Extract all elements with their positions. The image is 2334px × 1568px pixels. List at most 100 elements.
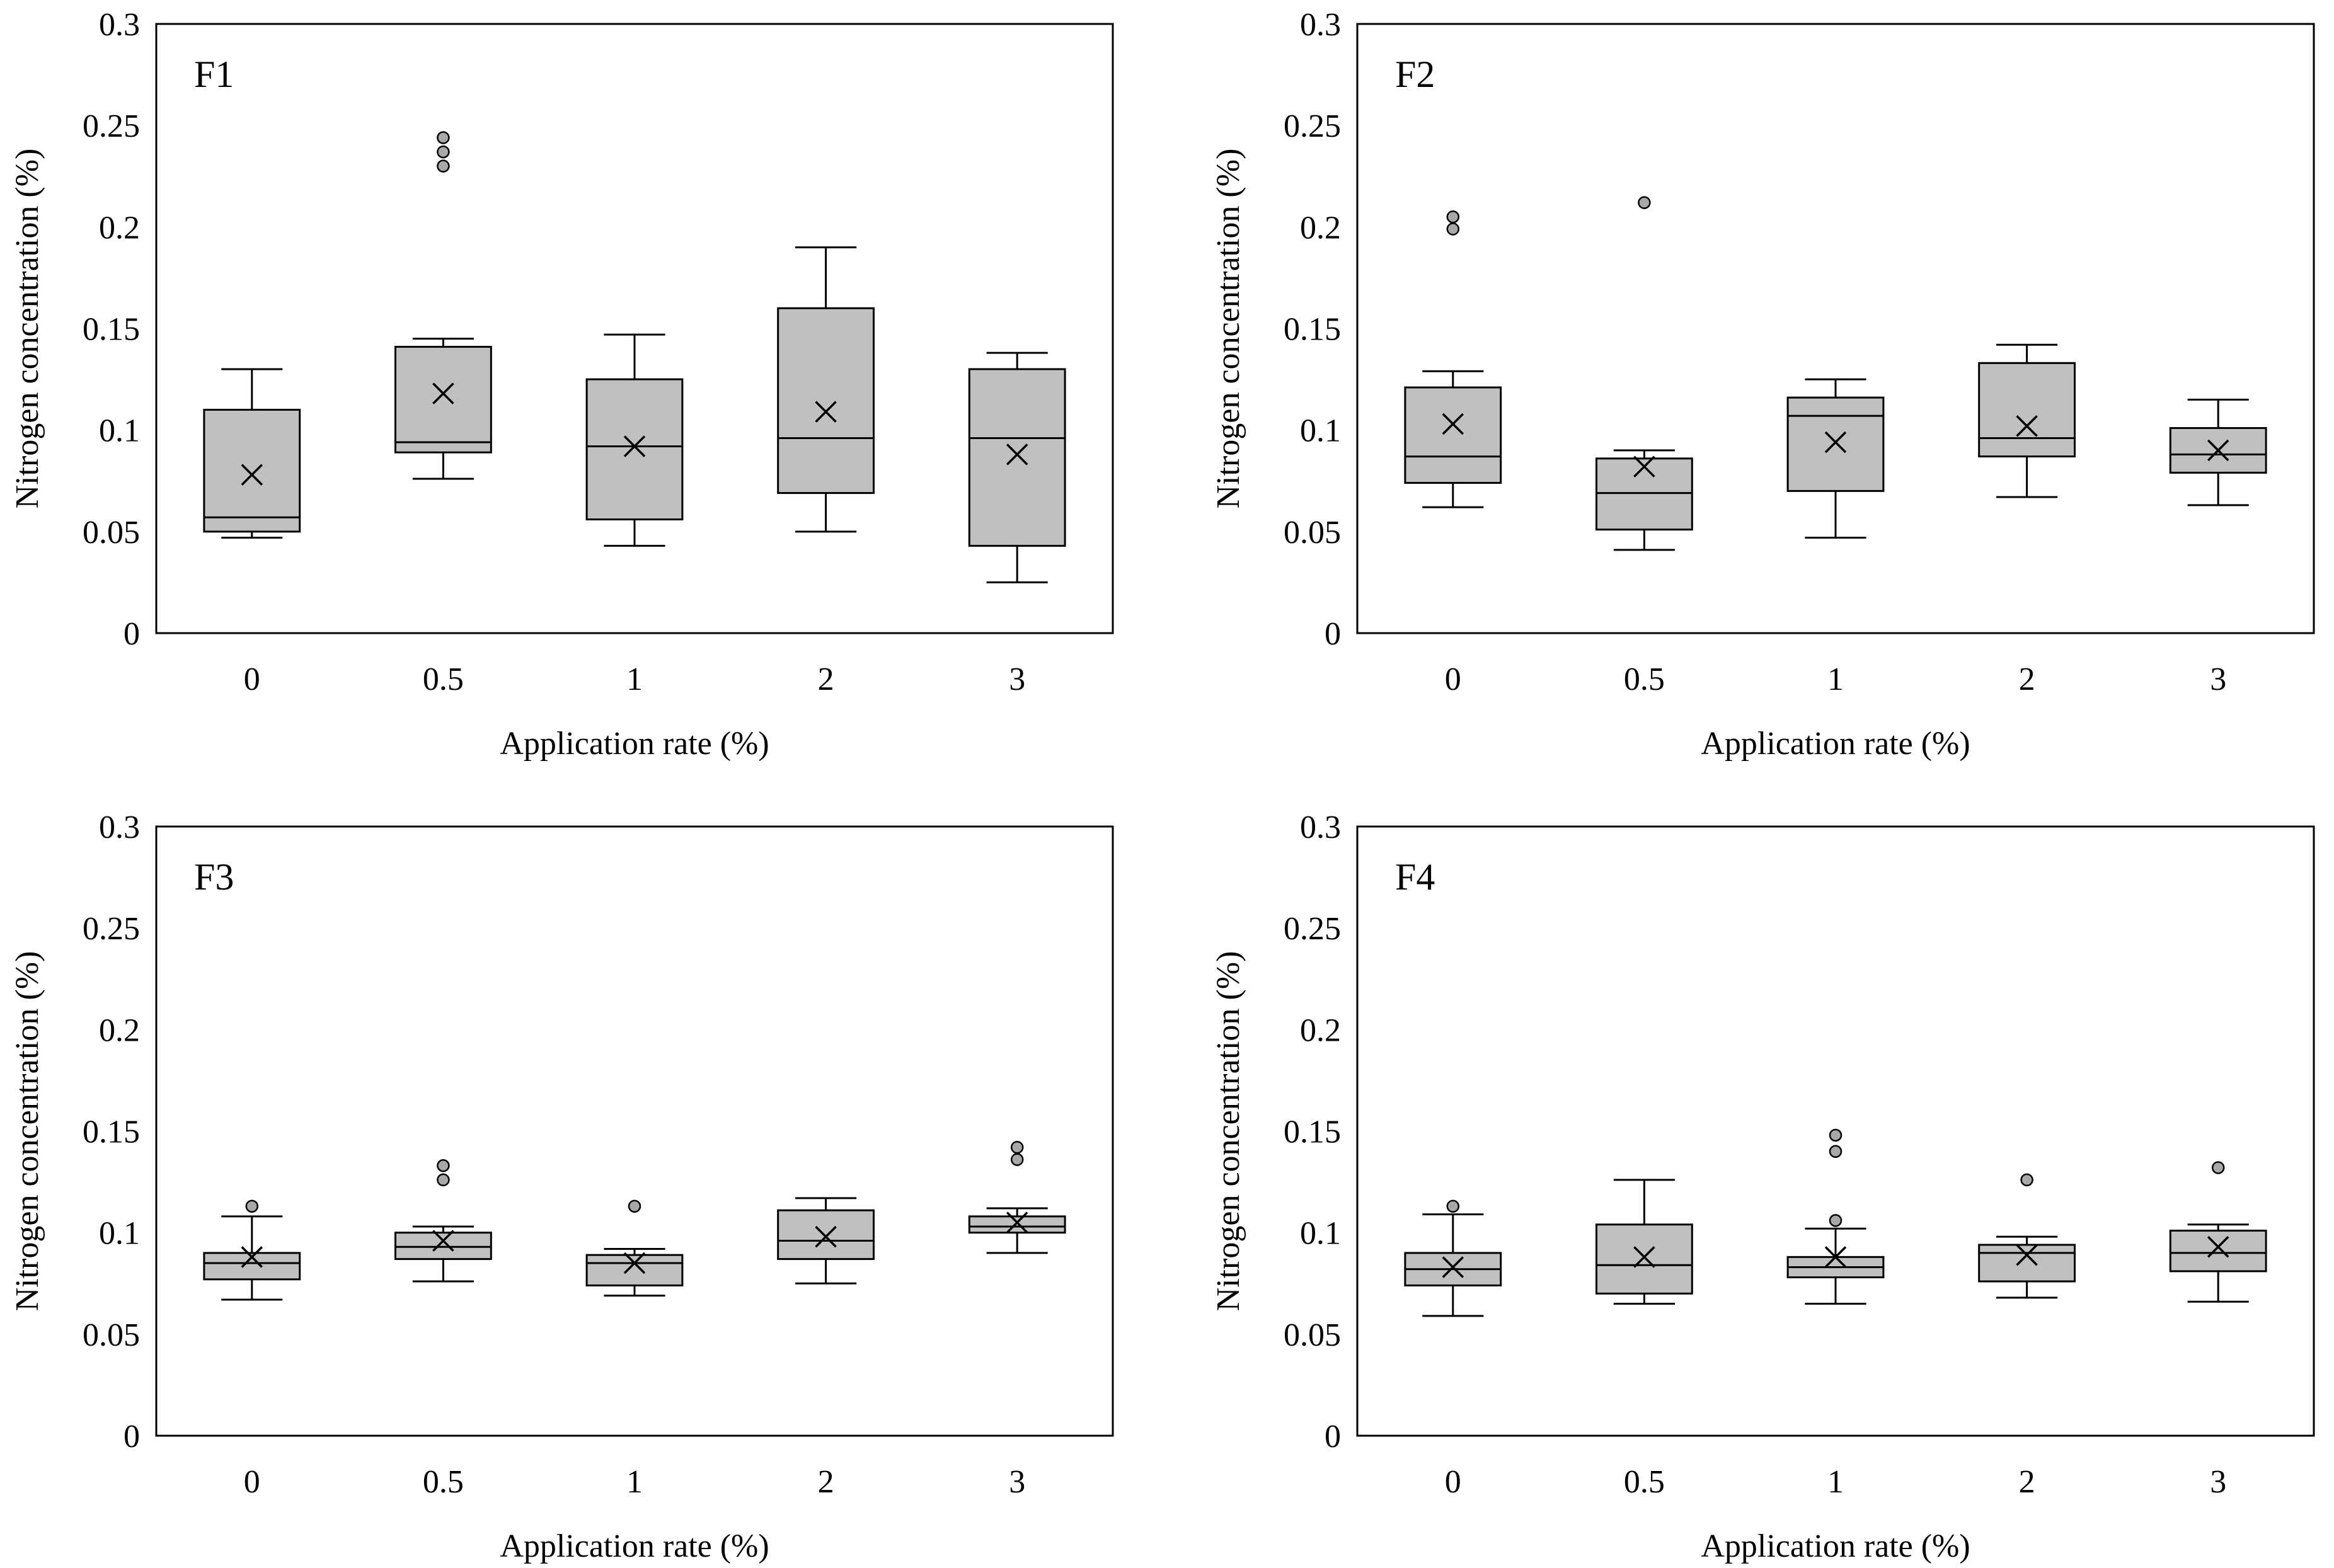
box-2 bbox=[1978, 1173, 2076, 1299]
y-axis-label: Nitrogen concentration (%) bbox=[9, 149, 45, 509]
y-tick-label: 0.2 bbox=[1300, 210, 1341, 246]
outlier-point bbox=[1829, 1128, 1842, 1142]
x-tick-label: 0.5 bbox=[423, 1464, 464, 1500]
mean-marker bbox=[815, 401, 837, 423]
y-tick-label: 0.1 bbox=[1300, 413, 1341, 449]
y-tick-label: 0 bbox=[1325, 1419, 1341, 1455]
x-tick-label: 0 bbox=[1445, 1464, 1461, 1500]
box-2 bbox=[777, 246, 875, 533]
x-tick-label: 2 bbox=[2019, 661, 2035, 697]
box-2 bbox=[1978, 343, 2076, 498]
outlier-point bbox=[628, 1199, 641, 1213]
mean-marker bbox=[1633, 455, 1655, 478]
mean-marker bbox=[241, 1246, 263, 1268]
iqr-box bbox=[1404, 386, 1502, 484]
box-0.5 bbox=[1595, 1179, 1693, 1305]
y-tick-label: 0.3 bbox=[99, 810, 140, 845]
panel-f1: 0 0.05 0.1 0.15 0.2 0.25 0.3 0 0.5 1 2 3 Application… bbox=[9, 7, 1114, 762]
y-tick-label: 0.05 bbox=[83, 515, 140, 551]
iqr-box bbox=[777, 307, 875, 495]
panel-label: F4 bbox=[1395, 856, 1435, 898]
iqr-box bbox=[1978, 1244, 2076, 1283]
x-axis-label: Application rate (%) bbox=[1701, 1528, 1970, 1564]
panel-f4: 0 0.05 0.1 0.15 0.2 0.25 0.3 0 0.5 1 2 3 Application… bbox=[1210, 810, 2315, 1564]
outlier-point bbox=[437, 145, 450, 159]
mean-marker bbox=[2016, 1244, 2038, 1266]
y-tick-label: 0.15 bbox=[1284, 1114, 1341, 1150]
iqr-box bbox=[1978, 362, 2076, 458]
y-tick-label: 0.25 bbox=[83, 911, 140, 947]
iqr-box bbox=[394, 1232, 492, 1261]
plot-frame bbox=[1356, 23, 2315, 634]
iqr-box bbox=[2169, 1229, 2267, 1273]
x-tick-label: 0 bbox=[244, 1464, 260, 1500]
outlier-point bbox=[1829, 1145, 1842, 1158]
x-tick-label: 0.5 bbox=[423, 661, 464, 697]
y-axis-label: Nitrogen concentration (%) bbox=[9, 951, 45, 1312]
iqr-box bbox=[1595, 1223, 1693, 1295]
y-tick-label: 0.05 bbox=[1284, 1317, 1341, 1353]
x-axis-label: Application rate (%) bbox=[1701, 726, 1970, 762]
iqr-box bbox=[777, 1209, 875, 1261]
outlier-point bbox=[2211, 1161, 2225, 1174]
iqr-box bbox=[585, 1254, 684, 1286]
mean-marker bbox=[432, 382, 454, 404]
y-tick-label: 0.15 bbox=[83, 312, 140, 348]
box-3 bbox=[2169, 1161, 2267, 1303]
plot-frame bbox=[1356, 825, 2315, 1437]
x-tick-label: 2 bbox=[818, 1464, 834, 1500]
iqr-box bbox=[203, 408, 301, 533]
outlier-point bbox=[1010, 1141, 1024, 1154]
y-tick-label: 0 bbox=[124, 616, 140, 652]
mean-marker bbox=[623, 435, 646, 457]
y-tick-label: 0.25 bbox=[83, 108, 140, 144]
box-3 bbox=[968, 1141, 1066, 1254]
x-tick-label: 1 bbox=[626, 661, 643, 697]
panel-f3: 0 0.05 0.1 0.15 0.2 0.25 0.3 0 0.5 1 2 3 Application… bbox=[9, 810, 1114, 1564]
y-tick-label: 0 bbox=[124, 1419, 140, 1455]
mean-marker bbox=[1442, 1256, 1464, 1278]
mean-marker bbox=[1006, 1211, 1028, 1233]
y-tick-label: 0.1 bbox=[1300, 1216, 1341, 1252]
x-tick-label: 1 bbox=[1827, 1464, 1844, 1500]
x-tick-label: 3 bbox=[1009, 661, 1025, 697]
y-tick-label: 0.05 bbox=[1284, 515, 1341, 551]
panel-label: F2 bbox=[1395, 54, 1435, 95]
y-axis-label: Nitrogen concentration (%) bbox=[1210, 149, 1246, 509]
x-tick-label: 0.5 bbox=[1624, 661, 1665, 697]
mean-marker bbox=[1442, 413, 1464, 435]
y-tick-label: 0.3 bbox=[1300, 7, 1341, 43]
box-0.5 bbox=[1595, 196, 1693, 551]
iqr-box bbox=[968, 1215, 1066, 1234]
x-tick-label: 2 bbox=[818, 661, 834, 697]
y-tick-label: 0.3 bbox=[99, 7, 140, 43]
iqr-box bbox=[1786, 396, 1885, 492]
box-0 bbox=[1404, 210, 1502, 508]
box-0.5 bbox=[394, 1159, 492, 1283]
box-3 bbox=[2169, 398, 2267, 506]
box-0 bbox=[1404, 1199, 1502, 1317]
box-0 bbox=[203, 368, 301, 539]
x-axis-label: Application rate (%) bbox=[500, 1528, 769, 1564]
outlier-point bbox=[245, 1199, 259, 1213]
mean-marker bbox=[2016, 415, 2038, 437]
mean-marker bbox=[815, 1225, 837, 1248]
mean-marker bbox=[1633, 1246, 1655, 1268]
x-tick-label: 1 bbox=[1827, 661, 1844, 697]
outlier-point bbox=[437, 131, 450, 144]
panel-f2: 0 0.05 0.1 0.15 0.2 0.25 0.3 0 0.5 1 2 3 Application… bbox=[1210, 7, 2315, 762]
outlier-point bbox=[1638, 196, 1651, 209]
x-tick-label: 3 bbox=[2210, 1464, 2226, 1500]
box-1 bbox=[1786, 378, 1885, 539]
y-axis-label: Nitrogen concentration (%) bbox=[1210, 951, 1246, 1312]
box-1 bbox=[585, 333, 684, 547]
mean-marker bbox=[623, 1252, 646, 1274]
y-tick-label: 0.05 bbox=[83, 1317, 140, 1353]
y-tick-label: 0.2 bbox=[1300, 1012, 1341, 1048]
y-tick-label: 0.1 bbox=[99, 1216, 140, 1252]
x-tick-label: 0.5 bbox=[1624, 1464, 1665, 1500]
x-tick-label: 0 bbox=[1445, 661, 1461, 697]
iqr-box bbox=[1595, 457, 1693, 531]
iqr-box bbox=[968, 368, 1066, 547]
